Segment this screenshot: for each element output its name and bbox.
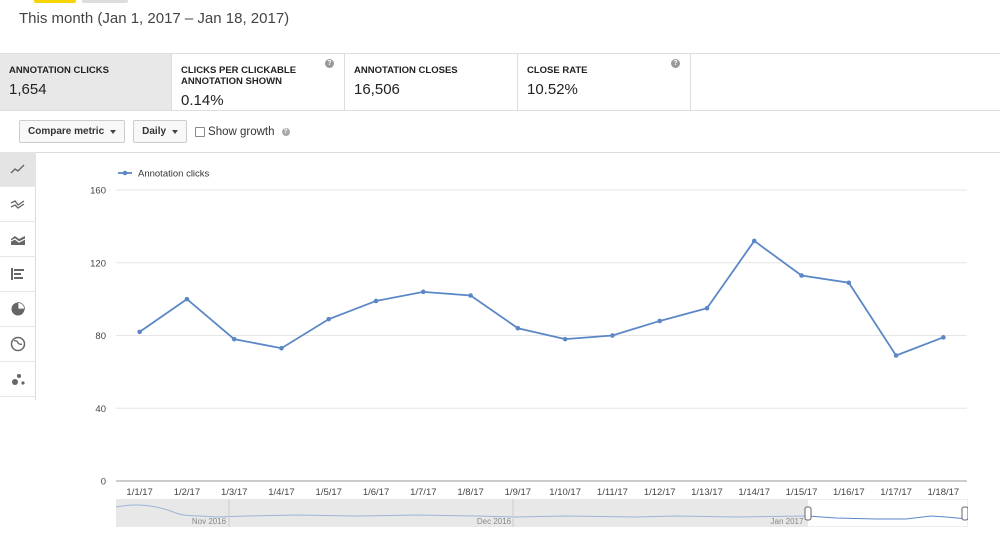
metric-value: 16,506 [354,81,400,98]
data-point [610,333,615,338]
navigator-label: Dec 2016 [477,517,512,526]
x-tick-label: 1/3/17 [221,487,247,498]
pie-chart-icon[interactable] [0,292,36,327]
x-tick-label: 1/2/17 [174,487,200,498]
data-point [421,289,426,295]
data-point [751,238,757,244]
data-point [799,273,804,278]
x-tick-label: 1/6/17 [363,487,389,498]
compare-metric-dropdown[interactable]: Compare metric [19,120,126,143]
metric-title: CLOSE RATE [527,65,588,76]
y-tick-label: 40 [95,404,106,415]
stacked-area-icon[interactable] [0,222,36,257]
show-growth-toggle: Show growth ? [195,125,290,138]
metric-value: 1,654 [9,81,47,98]
chart-controls: Compare metric Daily Show growth ? [19,120,290,143]
metric-title: ANNOTATION CLOSES [354,65,458,76]
metric-annotation-closes[interactable]: ANNOTATION CLOSES 16,506 [345,54,518,110]
help-icon[interactable]: ? [281,127,290,136]
y-tick-label: 0 [101,477,106,488]
date-range-title: This month (Jan 1, 2017 – Jan 18, 2017) [19,10,290,27]
time-navigator[interactable]: Nov 2016 Dec 2016 Jan 2017 [116,499,968,527]
inactive-tab-indicator[interactable] [82,0,128,3]
x-tick-label: 1/1/17 [126,487,152,498]
x-tick-label: 1/7/17 [410,487,436,498]
x-tick-label: 1/17/17 [880,487,912,498]
legend-label: Annotation clicks [138,169,210,180]
bubble-chart-icon[interactable] [0,362,36,397]
x-tick-label: 1/18/17 [928,487,960,498]
data-point [373,298,379,304]
data-point [326,316,332,322]
data-point [657,318,662,324]
data-point [137,329,142,335]
metric-value: 10.52% [527,81,578,98]
y-tick-label: 80 [95,331,106,342]
navigator-unselected [116,499,808,527]
line-chart-icon[interactable] [0,152,36,187]
interval-label: Daily [142,126,167,137]
data-point [515,325,521,331]
x-tick-label: 1/13/17 [691,487,723,498]
x-tick-label: 1/5/17 [316,487,342,498]
show-growth-checkbox[interactable] [195,126,206,137]
data-point [562,336,568,342]
navigator-label: Nov 2016 [192,517,227,526]
show-growth-label[interactable]: Show growth [208,125,275,138]
metric-close-rate[interactable]: CLOSE RATE 10.52% ? [518,54,691,110]
help-icon[interactable]: ? [671,59,680,68]
navigator-right-handle[interactable] [961,506,968,521]
metric-title: ANNOTATION CLICKS [9,65,109,76]
data-point [941,335,946,340]
y-tick-label: 160 [90,186,106,197]
metric-title: CLICKS PER CLICKABLE ANNOTATION SHOWN [181,65,297,87]
data-point [468,293,473,298]
bar-chart-icon[interactable] [0,257,36,292]
globe-icon[interactable] [0,327,36,362]
data-point [184,296,190,302]
data-point [279,345,284,351]
y-tick-label: 120 [90,258,106,269]
metrics-bar: ANNOTATION CLICKS 1,654 CLICKS PER CLICK… [0,53,1000,111]
navigator-line-selected [807,515,968,520]
navigator-line-past [116,504,809,518]
x-tick-label: 1/16/17 [833,487,865,498]
x-tick-label: 1/8/17 [457,487,483,498]
data-point [231,336,237,342]
series-line [139,239,944,357]
caret-down-icon [172,129,179,134]
help-icon[interactable]: ? [325,59,334,68]
multiline-chart-icon[interactable] [0,187,36,222]
x-tick-label: 1/9/17 [505,487,531,498]
x-tick-label: 1/12/17 [644,487,676,498]
interval-dropdown[interactable]: Daily [133,120,188,143]
metric-clicks-per-annotation[interactable]: CLICKS PER CLICKABLE ANNOTATION SHOWN 0.… [172,54,345,110]
x-tick-label: 1/14/17 [738,487,770,498]
caret-down-icon [110,129,117,134]
compare-metric-label: Compare metric [28,126,105,137]
x-tick-label: 1/11/17 [597,487,628,498]
divider [0,152,1000,153]
legend-marker [122,170,128,176]
data-point [846,280,852,286]
navigator-left-handle[interactable] [804,506,812,521]
x-tick-label: 1/10/17 [549,487,581,498]
x-tick-label: 1/15/17 [786,487,818,498]
active-tab-indicator[interactable] [34,0,76,3]
data-point [893,353,899,358]
metric-value: 0.14% [181,92,224,109]
navigator-label: Jan 2017 [771,517,804,526]
x-tick-label: 1/4/17 [268,487,294,498]
line-chart: 0 40 80 120 160 1/1/17 1/2/17 1/3/17 1/4/17 1/5/1… [90,169,967,498]
chart-type-toolbar [0,152,36,400]
metric-annotation-clicks[interactable]: ANNOTATION CLICKS 1,654 [0,54,172,110]
data-point [704,305,710,311]
top-tabs [34,0,128,3]
